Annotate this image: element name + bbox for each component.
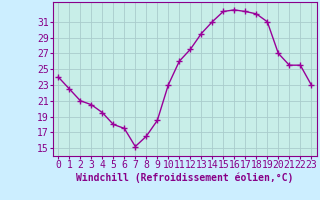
X-axis label: Windchill (Refroidissement éolien,°C): Windchill (Refroidissement éolien,°C) xyxy=(76,173,293,183)
